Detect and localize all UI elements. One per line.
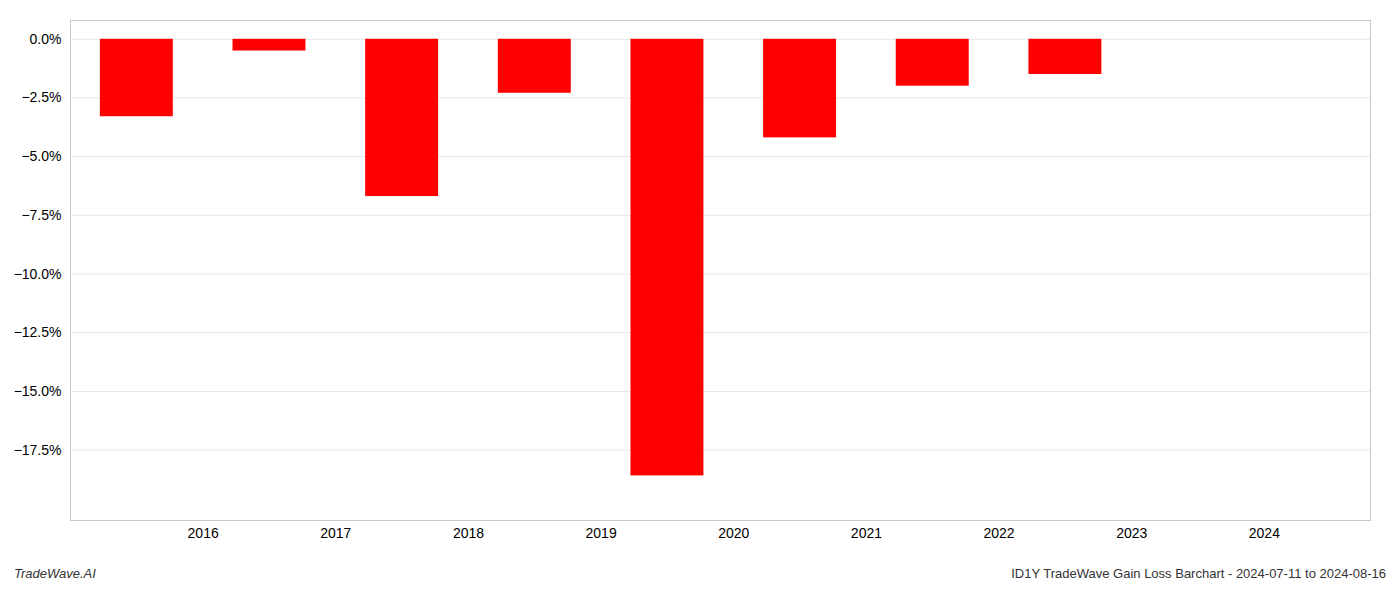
svg-text:2016: 2016 — [188, 525, 219, 541]
svg-text:2022: 2022 — [983, 525, 1014, 541]
svg-text:2017: 2017 — [320, 525, 351, 541]
svg-text:2018: 2018 — [453, 525, 484, 541]
svg-text:−5.0%: −5.0% — [21, 148, 61, 164]
svg-text:0.0%: 0.0% — [30, 31, 62, 47]
svg-text:2023: 2023 — [1116, 525, 1147, 541]
svg-text:2024: 2024 — [1249, 525, 1280, 541]
svg-text:2019: 2019 — [586, 525, 617, 541]
svg-text:2021: 2021 — [851, 525, 882, 541]
svg-text:−12.5%: −12.5% — [14, 324, 62, 340]
svg-text:−2.5%: −2.5% — [21, 89, 61, 105]
svg-text:−15.0%: −15.0% — [14, 383, 62, 399]
svg-text:2020: 2020 — [718, 525, 749, 541]
html-text:TradeWave.AI: TradeWave.AI — [14, 566, 96, 581]
svg-text:−7.5%: −7.5% — [21, 207, 61, 223]
svg-text:−10.0%: −10.0% — [14, 266, 62, 282]
html-text:ID1Y TradeWave Gain Loss Barch: ID1Y TradeWave Gain Loss Barchart - 2024… — [1011, 566, 1386, 581]
svg-text:−17.5%: −17.5% — [14, 442, 62, 458]
